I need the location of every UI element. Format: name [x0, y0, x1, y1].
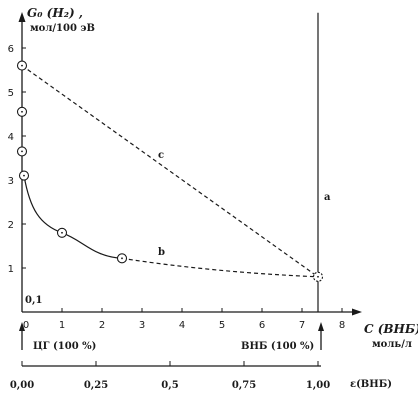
x-axis-arrow	[352, 308, 362, 316]
y-axis-title: G₀ (H₂) ,	[27, 6, 83, 20]
points-layer	[16, 60, 324, 282]
series-c-dashed	[21, 65, 319, 278]
x-tick-label: 5	[219, 320, 225, 331]
y-tick-label: 5	[8, 88, 14, 99]
extra-point-center	[21, 110, 23, 113]
x2-ticks: 0,00 0,25 0,5 0,75 1,00	[10, 361, 330, 391]
x-axis-unit: моль/л	[372, 339, 412, 350]
series-b-point-center	[121, 257, 123, 260]
y-tick-label: 2	[8, 220, 14, 231]
x2-tick-label: 0,00	[10, 380, 34, 391]
y-tick-label: 1	[8, 264, 14, 275]
y-axis-arrow	[18, 12, 26, 22]
y-ticks: 1 2 3 4 5 6	[8, 44, 26, 275]
series-c-point-center	[21, 64, 23, 67]
y-tick-label: 4	[8, 132, 14, 143]
end-point-center	[317, 275, 319, 278]
y-tick-label: 6	[8, 44, 14, 55]
right-marker-label: ВНБ (100 %)	[241, 341, 314, 352]
series-a-label: a	[324, 192, 331, 203]
x-tick-label: 4	[179, 320, 185, 331]
left-marker-arrow	[19, 322, 25, 331]
left-marker-label: ЦГ (100 %)	[33, 341, 96, 352]
series-c-label: c	[158, 150, 164, 161]
right-marker-arrow	[318, 322, 324, 331]
extra-point-center	[21, 150, 23, 153]
series-b-solid	[23, 175, 123, 259]
x-tick-label: 0	[23, 320, 29, 331]
x2-tick-label: 0,25	[84, 380, 108, 391]
x-tick-label: 2	[99, 320, 105, 331]
x-tick-label: 3	[139, 320, 145, 331]
x-tick-label: 8	[339, 320, 345, 331]
series-b-label: b	[158, 247, 165, 258]
y-tick-label: 3	[8, 176, 14, 187]
x-ticks: 0 1 2 3 4 5 6 7 8	[21, 308, 345, 331]
x-tick-label: 7	[299, 320, 305, 331]
series-layer	[21, 12, 319, 312]
x-tick-label: 6	[259, 320, 265, 331]
series-b-point-center	[23, 174, 25, 177]
origin-label: 0,1	[25, 295, 42, 306]
x-tick-label: 1	[59, 320, 65, 331]
x-axis-title: C (ВНБ) ,	[364, 322, 418, 336]
x2-tick-label: 0,75	[232, 380, 256, 391]
series-labels: a b c	[158, 150, 331, 258]
x2-tick-label: 0,5	[161, 380, 178, 391]
series-b-dashed	[121, 257, 319, 278]
y-axis-unit: мол/100 эВ	[30, 23, 95, 34]
series-b-point-center	[61, 231, 63, 234]
x2-axis-title: ε(ВНБ)	[350, 379, 392, 390]
x2-tick-label: 1,00	[306, 380, 330, 391]
